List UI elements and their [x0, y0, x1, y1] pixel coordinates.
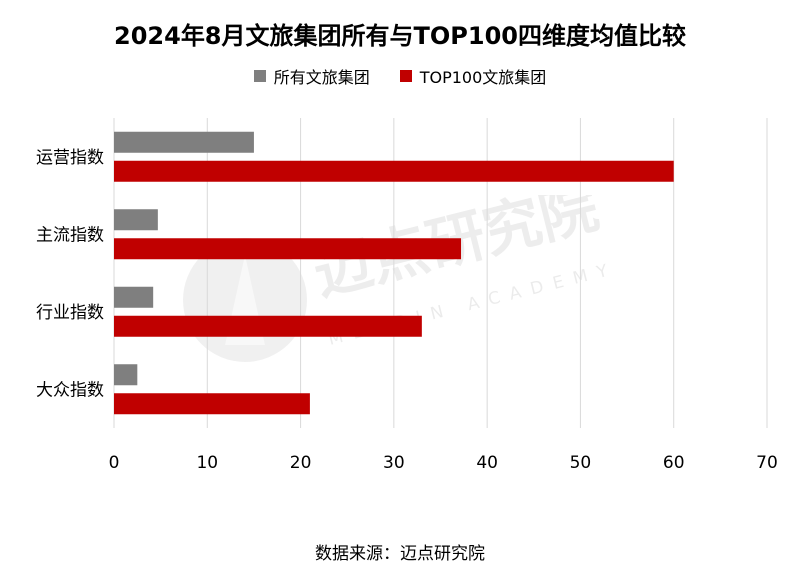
data-source: 数据来源：迈点研究院 — [315, 544, 485, 564]
category-label: 行业指数 — [36, 303, 104, 323]
x-tick-label: 60 — [663, 453, 685, 473]
x-tick-label: 70 — [756, 453, 778, 473]
chart-title: 2024年8月文旅集团所有与TOP100四维度均值比较 — [114, 22, 686, 50]
bar-top100-2 — [114, 315, 422, 337]
category-label: 大众指数 — [36, 380, 104, 400]
bars — [114, 131, 674, 415]
legend: 所有文旅集团 TOP100文旅集团 — [0, 64, 800, 88]
x-tick-label: 30 — [383, 453, 405, 473]
bar-top100-3 — [114, 393, 310, 415]
legend-label-top100: TOP100文旅集团 — [419, 68, 547, 87]
legend-item-all: 所有文旅集团 — [253, 64, 370, 88]
bar-top100-0 — [114, 160, 674, 182]
legend-swatch-all — [253, 70, 266, 82]
x-tick-label: 20 — [290, 453, 312, 473]
x-tick-labels: 0 10 20 30 40 50 60 70 — [109, 453, 778, 473]
bar-top100-1 — [114, 238, 462, 260]
legend-item-top100: TOP100文旅集团 — [399, 64, 547, 88]
bar-all-1 — [114, 209, 158, 231]
category-label: 运营指数 — [36, 148, 104, 168]
bar-all-0 — [114, 131, 254, 153]
x-tick-label: 10 — [196, 453, 218, 473]
bar-all-3 — [114, 364, 138, 386]
x-tick-label: 50 — [570, 453, 592, 473]
x-tick-label: 0 — [109, 453, 120, 473]
legend-swatch-top100 — [399, 70, 412, 82]
legend-label-all: 所有文旅集团 — [273, 68, 370, 87]
bar-all-2 — [114, 286, 154, 308]
category-label: 主流指数 — [36, 225, 104, 245]
x-tick-label: 40 — [476, 453, 498, 473]
